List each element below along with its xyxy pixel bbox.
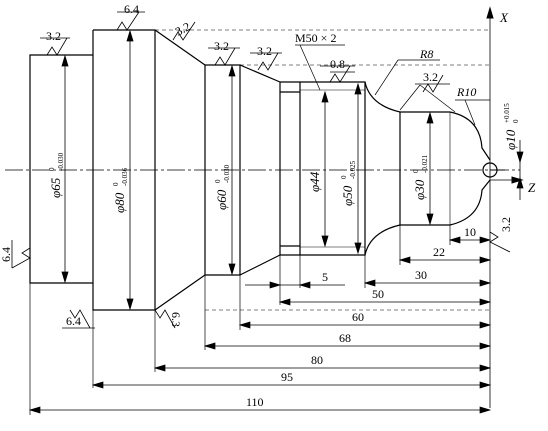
roughness-10: 6.4 [66, 314, 81, 328]
r10-label: R10 [456, 85, 476, 99]
diameter-labels: φ65 0 -0.030 φ80 0 -0.036 φ60 0 -0.030 φ… [48, 103, 520, 213]
roughness-8: 3.2 [499, 217, 513, 232]
length-50: 50 [372, 287, 384, 301]
roughness-6: 0.8 [330, 57, 345, 71]
length-80: 80 [311, 353, 323, 367]
dia-60-sub: -0.030 [223, 164, 231, 183]
dia-80-sup: 0 [112, 182, 120, 186]
dia-44: φ44 [307, 171, 322, 192]
roughness-1: 6.4 [124, 2, 139, 16]
roughness-11: 6.3 [169, 312, 183, 327]
dia-30: φ30 [412, 179, 427, 200]
length-22: 22 [433, 245, 445, 259]
roughness-4: 3.2 [214, 39, 229, 53]
labels: M50 × 2 R8 R10 6.4 3.2 3.2 3.2 3.2 0.8 3… [0, 2, 513, 409]
roughness-9: 6.4 [0, 247, 13, 262]
z-axis-label: Z [528, 180, 536, 195]
dia-30-sub: -0.021 [421, 154, 429, 173]
dia-65-sub: -0.030 [57, 152, 65, 171]
diameter-dims [61, 29, 524, 311]
dia-10-sub: 0 [512, 119, 520, 123]
roughness-symbols [11, 11, 511, 329]
leader-lines [295, 44, 490, 126]
length-dims [28, 225, 492, 415]
r8-label: R8 [419, 47, 433, 61]
dia-65: φ65 [48, 177, 63, 198]
x-axis-label: X [499, 10, 509, 25]
dia-10: φ10 [503, 129, 518, 150]
length-5: 5 [322, 270, 328, 284]
dia-50: φ50 [340, 185, 355, 206]
length-68: 68 [339, 331, 351, 345]
thread-label: M50 × 2 [295, 31, 336, 45]
roughness-3: 3.2 [173, 19, 193, 38]
dia-10-sup: +0.015 [503, 103, 511, 123]
dia-80-sub: -0.036 [121, 167, 129, 186]
length-95: 95 [281, 370, 293, 384]
roughness-5: 3.2 [257, 44, 272, 58]
dia-65-sup: 0 [48, 167, 56, 171]
roughness-2: 3.2 [46, 29, 61, 43]
dia-60-sup: 0 [214, 179, 222, 183]
x-axis-arrow [486, 6, 494, 19]
length-10: 10 [464, 225, 476, 239]
dia-80: φ80 [112, 192, 127, 213]
dia-50-sub: -0.025 [349, 160, 357, 179]
roughness-7: 3.2 [423, 70, 438, 84]
dia-60: φ60 [214, 189, 229, 210]
length-30: 30 [415, 268, 427, 282]
dia-50-sup: 0 [340, 175, 348, 179]
z-axis-arrow [511, 176, 524, 184]
dia-30-sup: 0 [412, 169, 420, 173]
length-110: 110 [246, 395, 264, 409]
length-60: 60 [352, 310, 364, 324]
